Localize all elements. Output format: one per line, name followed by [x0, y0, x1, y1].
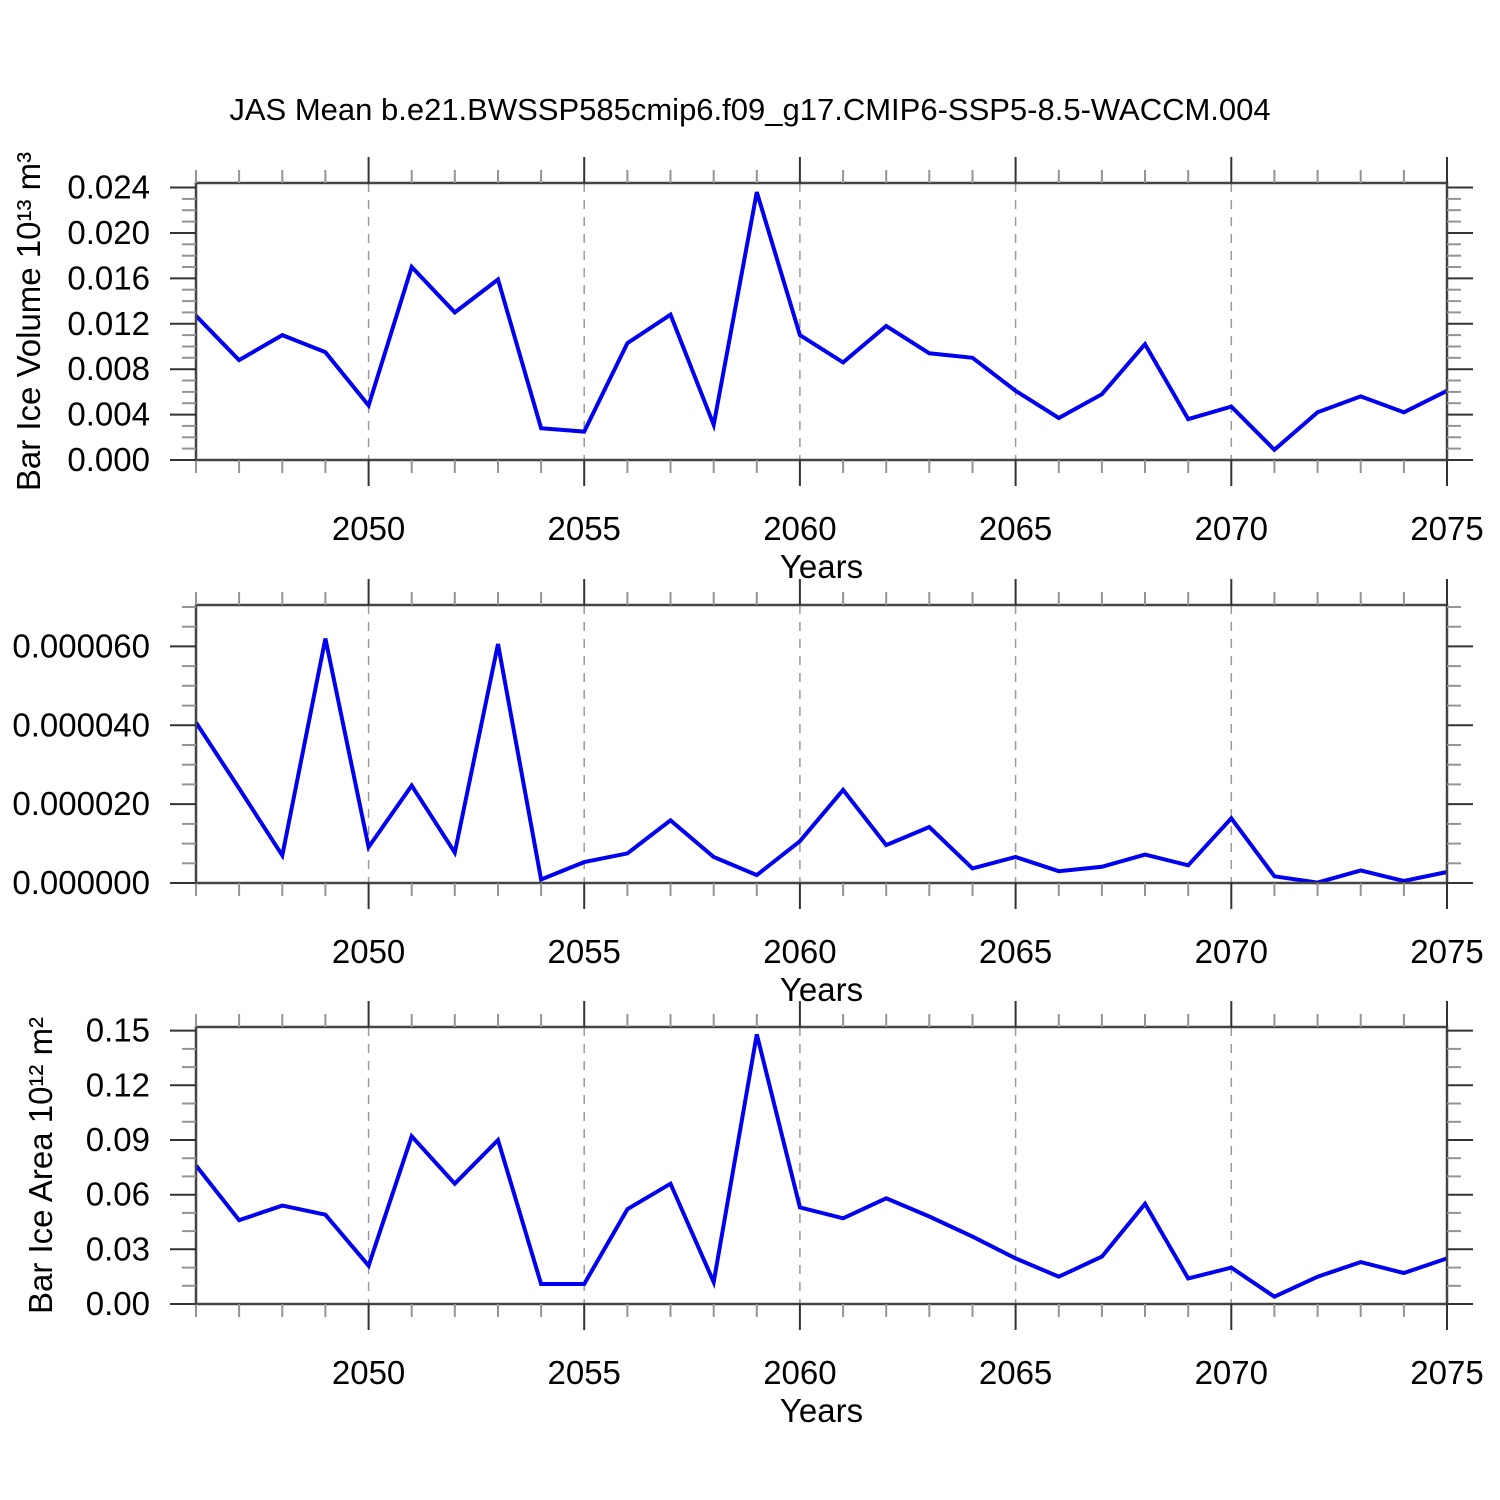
plot-frame	[194, 603, 1449, 885]
y-tick-label: 0.15	[86, 1012, 150, 1049]
chart-panel-1: 2050 2055 2060 2065 2070 2075 Years 0.000 0.004 0…	[10, 152, 1484, 585]
data-line	[194, 191, 1448, 453]
x-tick-label: 2070	[1195, 1354, 1268, 1391]
y-tick-label: 0.020	[67, 214, 150, 251]
y-tick-label: 0.000040	[12, 706, 150, 743]
x-tick-label: 2065	[979, 510, 1052, 547]
x-tick-label: 2075	[1410, 933, 1483, 970]
y-tick-label: 0.024	[67, 169, 150, 206]
data-line	[194, 638, 1448, 885]
y-tick-label: 0.004	[67, 396, 150, 433]
y-tick-label: 0.008	[67, 350, 150, 387]
y-tick-label: 0.09	[86, 1121, 150, 1158]
x-tick-label: 2055	[547, 933, 620, 970]
y-tick-label: 0.000060	[12, 627, 150, 664]
x-tick-label: 2055	[547, 510, 620, 547]
data-line	[194, 1033, 1448, 1299]
x-tick-label: 2060	[763, 1354, 836, 1391]
y-tick-label: 0.00	[86, 1285, 150, 1322]
x-tick-label: 2055	[547, 1354, 620, 1391]
x-axis-title: Years	[780, 971, 863, 1008]
x-tick-label: 2065	[979, 1354, 1052, 1391]
page-title: JAS Mean b.e21.BWSSP585cmip6.f09_g17.CMI…	[229, 92, 1271, 127]
x-axis-title: Years	[780, 1392, 863, 1429]
x-tick-label: 2075	[1410, 510, 1483, 547]
x-tick-label: 2050	[332, 1354, 405, 1391]
y-tick-label: 0.000020	[12, 785, 150, 822]
x-tick-label: 2065	[979, 933, 1052, 970]
y-tick-label: 0.12	[86, 1066, 150, 1103]
x-tick-label: 2075	[1410, 1354, 1483, 1391]
y-tick-label: 0.012	[67, 305, 150, 342]
y-tick-label: 0.03	[86, 1230, 150, 1267]
y-axis-title: Bar Ice Volume 10¹³ m³	[10, 152, 47, 491]
x-tick-label: 2070	[1195, 510, 1268, 547]
x-tick-label: 2060	[763, 933, 836, 970]
plot-frame	[194, 1025, 1449, 1306]
x-tick-label: 2070	[1195, 933, 1268, 970]
y-axis-title: Bar Ice Area 10¹² m²	[22, 1017, 59, 1314]
x-tick-label: 2060	[763, 510, 836, 547]
x-tick-label: 2050	[332, 510, 405, 547]
chart-panel-3: 2050 2055 2060 2065 2070 2075 Years 0.00 0.03 0.0…	[22, 1001, 1484, 1429]
y-tick-label: 0.016	[67, 259, 150, 296]
plot-frame	[194, 181, 1449, 462]
x-tick-label: 2050	[332, 933, 405, 970]
y-tick-label: 0.000000	[12, 864, 150, 901]
y-tick-label: 0.000	[67, 441, 150, 478]
y-tick-label: 0.06	[86, 1176, 150, 1213]
x-axis-title: Years	[780, 548, 863, 585]
chart-panel-2: 2050 2055 2060 2065 2070 2075 Years 0.000000 0.0…	[12, 579, 1484, 1008]
